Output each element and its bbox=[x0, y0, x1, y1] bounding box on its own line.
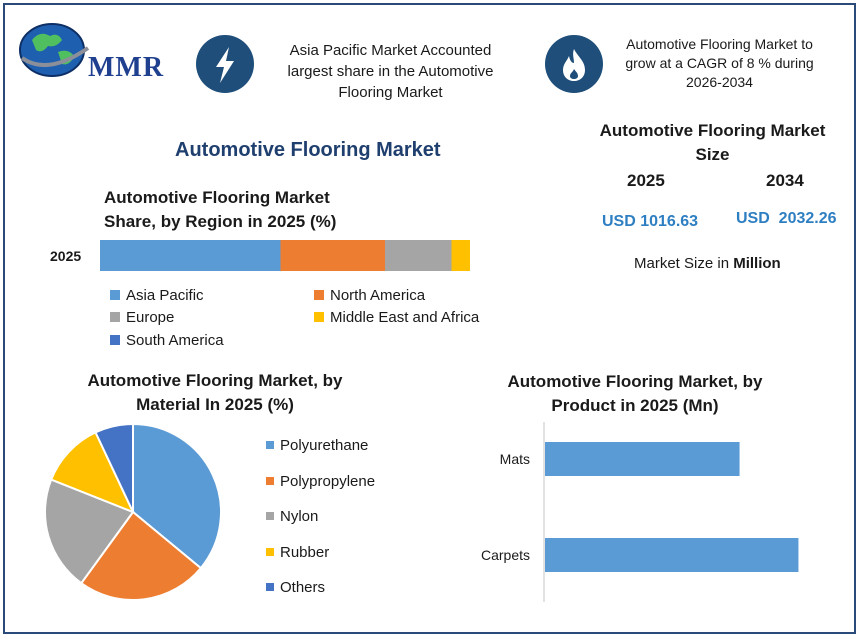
note-prefix: Market Size in bbox=[634, 255, 734, 272]
logo: MMR bbox=[18, 18, 178, 83]
legend-swatch bbox=[110, 290, 120, 301]
legend-label: South America bbox=[126, 332, 224, 349]
region-legend-europe: Europe bbox=[110, 309, 174, 326]
region-chart-title: Automotive Flooring Market Share, by Reg… bbox=[104, 188, 337, 231]
region-stacked-bar bbox=[100, 240, 470, 271]
product-bar-mats bbox=[545, 442, 740, 476]
pie-slice-nylon bbox=[44, 478, 135, 585]
region-legend-south-america: South America bbox=[110, 332, 224, 349]
product-label-mats: Mats bbox=[500, 451, 530, 467]
region-segment-europe bbox=[385, 240, 452, 271]
product-chart-title: Automotive Flooring Market, by Product i… bbox=[507, 372, 763, 415]
material-legend-nylon: Nylon bbox=[266, 508, 318, 525]
product-label-carpets: Carpets bbox=[481, 547, 530, 563]
product-bar-chart: Mats Carpets bbox=[481, 422, 799, 602]
legend-swatch bbox=[314, 312, 324, 323]
region-legend-asia-pacific: Asia Pacific bbox=[110, 287, 204, 304]
product-bar-carpets bbox=[545, 538, 799, 572]
lightning-icon bbox=[196, 35, 254, 93]
pie-slice-polypropylene bbox=[79, 510, 203, 601]
region-segment-asia-pacific bbox=[100, 240, 281, 271]
legend-swatch bbox=[266, 512, 274, 521]
legend-label: Nylon bbox=[280, 508, 319, 525]
legend-swatch bbox=[266, 583, 274, 592]
value-2034: USD 2032.26 bbox=[736, 210, 837, 227]
market-size-note: Market Size in Million bbox=[634, 255, 781, 272]
region-legend-north-america: North America bbox=[314, 287, 425, 304]
region-category-label: 2025 bbox=[50, 248, 82, 264]
region-segment-middle-east-and-africa bbox=[451, 240, 470, 271]
material-pie-chart bbox=[44, 422, 222, 601]
year-2034: 2034 bbox=[766, 171, 804, 190]
material-legend-rubber: Rubber bbox=[266, 544, 329, 561]
legend-label: Asia Pacific bbox=[126, 287, 204, 304]
legend-label: Europe bbox=[126, 309, 175, 326]
legend-label: Middle East and Africa bbox=[330, 309, 480, 326]
legend-swatch bbox=[110, 335, 120, 346]
material-legend-polyurethane: Polyurethane bbox=[266, 437, 368, 454]
main-title: Automotive Flooring Market bbox=[175, 139, 441, 161]
infographic-frame bbox=[3, 3, 856, 634]
pie-slice-others bbox=[94, 422, 134, 513]
flame-icon bbox=[545, 35, 603, 93]
note-unit: Million bbox=[733, 255, 781, 272]
legend-swatch bbox=[266, 476, 274, 485]
year-2025: 2025 bbox=[627, 171, 665, 190]
legend-label: Polyurethane bbox=[280, 437, 369, 454]
legend-label: North America bbox=[330, 287, 426, 304]
material-legend-polypropylene: Polypropylene bbox=[266, 473, 375, 490]
legend-label: Others bbox=[280, 579, 326, 596]
legend-label: Rubber bbox=[280, 543, 330, 561]
legend-swatch bbox=[110, 312, 120, 323]
material-legend-others: Others bbox=[266, 579, 325, 596]
region-legend-middle-east-and-africa: Middle East and Africa bbox=[314, 309, 479, 326]
region-segment-north-america bbox=[280, 240, 385, 271]
pie-slice-rubber bbox=[49, 431, 135, 514]
market-size-title: Automotive Flooring Market Size bbox=[599, 121, 826, 164]
material-chart-title: Automotive Flooring Market, by Material … bbox=[87, 371, 343, 414]
value-2025: USD 1016.63 bbox=[602, 213, 699, 230]
header-fact-2: Automotive Flooring Market to grow at a … bbox=[625, 36, 814, 90]
pie-slice-polyurethane bbox=[132, 422, 222, 570]
legend-swatch bbox=[266, 441, 274, 450]
legend-label: Polypropylene bbox=[280, 472, 376, 490]
logo-text: MMR bbox=[88, 52, 165, 83]
globe-icon bbox=[19, 23, 90, 77]
legend-swatch bbox=[266, 547, 274, 556]
header-fact-1: Asia Pacific Market Accounted largest sh… bbox=[287, 42, 494, 101]
legend-swatch bbox=[314, 290, 324, 301]
